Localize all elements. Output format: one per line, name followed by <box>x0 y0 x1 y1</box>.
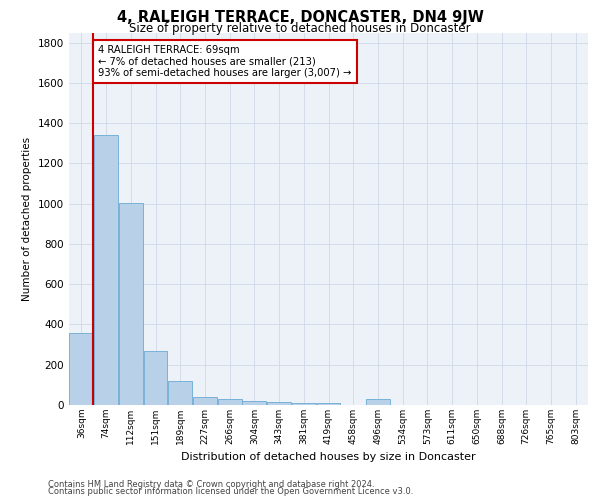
Bar <box>119 202 143 405</box>
Bar <box>317 403 340 405</box>
Bar <box>242 400 266 405</box>
Bar <box>193 397 217 405</box>
Bar <box>292 403 316 405</box>
Text: 4, RALEIGH TERRACE, DONCASTER, DN4 9JW: 4, RALEIGH TERRACE, DONCASTER, DN4 9JW <box>116 10 484 25</box>
Bar <box>168 381 192 405</box>
X-axis label: Distribution of detached houses by size in Doncaster: Distribution of detached houses by size … <box>181 452 476 462</box>
Bar <box>94 135 118 405</box>
Bar <box>267 402 291 405</box>
Bar <box>218 398 242 405</box>
Text: Contains public sector information licensed under the Open Government Licence v3: Contains public sector information licen… <box>48 487 413 496</box>
Text: 4 RALEIGH TERRACE: 69sqm
← 7% of detached houses are smaller (213)
93% of semi-d: 4 RALEIGH TERRACE: 69sqm ← 7% of detache… <box>98 44 352 78</box>
Y-axis label: Number of detached properties: Number of detached properties <box>22 136 32 301</box>
Text: Contains HM Land Registry data © Crown copyright and database right 2024.: Contains HM Land Registry data © Crown c… <box>48 480 374 489</box>
Bar <box>366 399 390 405</box>
Bar <box>70 332 94 405</box>
Text: Size of property relative to detached houses in Doncaster: Size of property relative to detached ho… <box>129 22 471 35</box>
Bar <box>143 350 167 405</box>
